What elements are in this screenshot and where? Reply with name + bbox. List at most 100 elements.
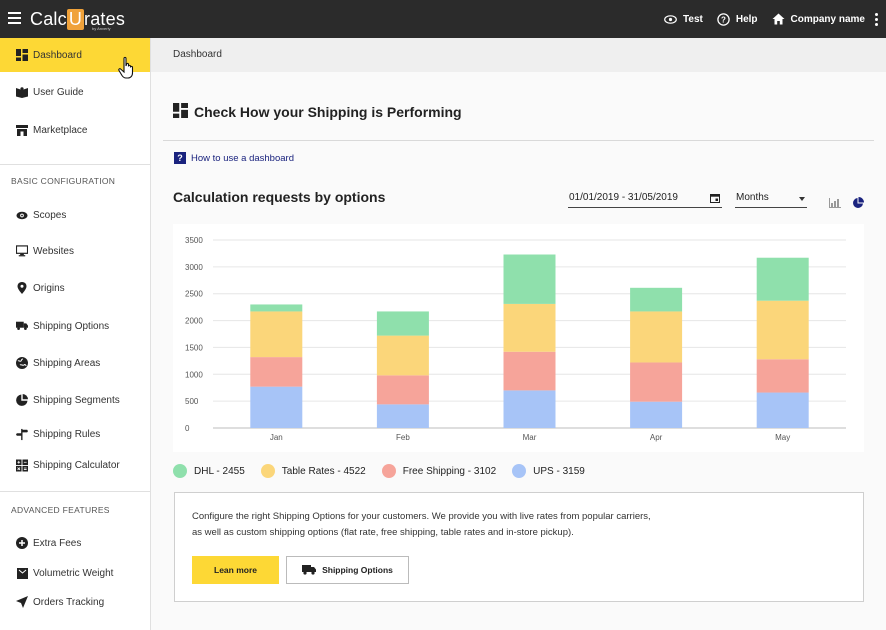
location-pin-icon (16, 282, 28, 294)
sidebar-item-scopes[interactable]: Scopes (0, 198, 150, 232)
x-tick-label: May (775, 433, 790, 442)
x-tick-label: Feb (396, 433, 410, 442)
signpost-icon (16, 428, 28, 440)
calendar-icon[interactable] (710, 193, 720, 203)
bar-segment (630, 401, 683, 428)
home-icon (772, 13, 785, 25)
bar-segment (503, 351, 556, 391)
eye-icon (16, 209, 28, 221)
legend-label: UPS - 3159 (533, 465, 585, 477)
divider (163, 140, 874, 141)
bar-segment (503, 303, 556, 352)
sidebar-item-extra-fees[interactable]: Extra Fees (0, 526, 150, 560)
bar-segment (376, 335, 429, 376)
legend-item[interactable]: UPS - 3159 (512, 464, 585, 478)
hand-cursor-icon (118, 56, 134, 79)
y-tick-label: 3000 (185, 263, 203, 272)
how-to-use-dashboard-link[interactable]: ? How to use a dashboard (174, 152, 294, 164)
help-button[interactable]: ? Help (717, 12, 758, 26)
sidebar-item-shipping-rules[interactable]: Shipping Rules (0, 417, 150, 451)
section-title-advanced: ADVANCED FEATURES (11, 505, 110, 515)
help-square-icon: ? (174, 152, 186, 164)
sidebar-item-shipping-options[interactable]: Shipping Options (0, 309, 150, 343)
bar-segment (503, 254, 556, 304)
monitor-icon (16, 245, 28, 257)
y-tick-label: 2000 (185, 317, 203, 326)
sidebar-item-shipping-areas[interactable]: Shipping Areas (0, 346, 150, 380)
section-title-basic: BASIC CONFIGURATION (11, 176, 116, 186)
main-content: Check How your Shipping is Performing ? … (151, 72, 886, 630)
book-icon (16, 86, 28, 98)
legend-swatch (260, 464, 275, 478)
bar-segment (376, 404, 429, 428)
sidebar-item-label: Dashboard (33, 49, 82, 61)
bar-segment (250, 311, 303, 358)
truck-icon (16, 320, 28, 332)
dashboard-icon (173, 103, 188, 121)
sidebar-item-marketplace[interactable]: Marketplace (0, 113, 150, 147)
globe-icon (16, 357, 28, 369)
shipping-options-button[interactable]: Shipping Options (286, 556, 409, 584)
x-tick-label: Mar (523, 433, 537, 442)
chart-canvas: 0 500 1000 1500 2000 2500 3000 3500 Jan Feb Mar Apr… (185, 236, 846, 442)
bar-segment (250, 357, 303, 387)
bar-segment (756, 392, 809, 428)
svg-text:?: ? (721, 15, 726, 24)
sidebar-item-orders-tracking[interactable]: Orders Tracking (0, 585, 150, 619)
x-tick-label: Apr (650, 433, 663, 442)
sidebar-item-shipping-calculator[interactable]: Shipping Calculator (0, 448, 150, 482)
legend-item[interactable]: Free Shipping - 3102 (381, 464, 496, 478)
more-vertical-icon[interactable] (875, 12, 878, 26)
navigation-arrow-icon (16, 596, 28, 608)
sidebar-item-websites[interactable]: Websites (0, 234, 150, 268)
x-tick-label: Jan (270, 433, 283, 442)
help-circle-icon: ? (717, 12, 730, 26)
info-card: Configure the right Shipping Options for… (174, 492, 864, 602)
legend-swatch (512, 464, 527, 478)
learn-more-button[interactable]: Lean more (192, 556, 279, 584)
legend-label: DHL - 2455 (194, 465, 245, 477)
pie-segment-icon (16, 394, 28, 406)
breadcrumb-current: Dashboard (173, 49, 222, 60)
page-title: Check How your Shipping is Performing (173, 103, 462, 121)
info-text: Configure the right Shipping Options for… (192, 511, 651, 538)
chart-title: Calculation requests by options (173, 189, 386, 205)
bar-segment (376, 311, 429, 336)
sidebar-item-shipping-segments[interactable]: Shipping Segments (0, 383, 150, 417)
bar-chart-icon[interactable] (829, 198, 841, 208)
bar-segment (250, 386, 303, 428)
pie-chart-icon[interactable] (852, 197, 864, 209)
period-select[interactable]: Months (735, 191, 807, 208)
bar-segment (630, 311, 683, 363)
y-tick-label: 0 (185, 424, 190, 433)
company-menu[interactable]: Company name (772, 13, 865, 25)
legend-item[interactable]: Table Rates - 4522 (260, 464, 366, 478)
y-tick-label: 3500 (185, 236, 203, 245)
bar-segment (630, 362, 683, 402)
bar-segment (250, 304, 303, 312)
legend-label: Table Rates - 4522 (281, 465, 366, 477)
bar-segment (756, 359, 809, 393)
eye-icon (664, 14, 677, 24)
y-tick-label: 1500 (185, 343, 203, 352)
truck-icon (302, 565, 317, 575)
sidebar-item-origins[interactable]: Origins (0, 271, 150, 305)
date-range-input[interactable]: 01/01/2019 - 31/05/2019 (568, 191, 722, 208)
chevron-down-icon (799, 197, 805, 201)
legend-swatch (381, 464, 396, 478)
menu-icon[interactable] (8, 12, 21, 24)
bar-segment (756, 300, 809, 360)
bar-segment (756, 257, 809, 301)
logo-subtitle: by Anverly (92, 26, 111, 31)
legend-item[interactable]: DHL - 2455 (173, 464, 245, 478)
dashboard-icon (16, 49, 28, 61)
sidebar-divider (0, 164, 150, 165)
y-tick-label: 1000 (185, 370, 203, 379)
sidebar-item-volumetric-weight[interactable]: Volumetric Weight (0, 556, 150, 590)
y-tick-label: 2500 (185, 290, 203, 299)
test-mode-toggle[interactable]: Test (664, 14, 703, 25)
sidebar-item-user-guide[interactable]: User Guide (0, 75, 150, 109)
bar-segment (630, 287, 683, 312)
